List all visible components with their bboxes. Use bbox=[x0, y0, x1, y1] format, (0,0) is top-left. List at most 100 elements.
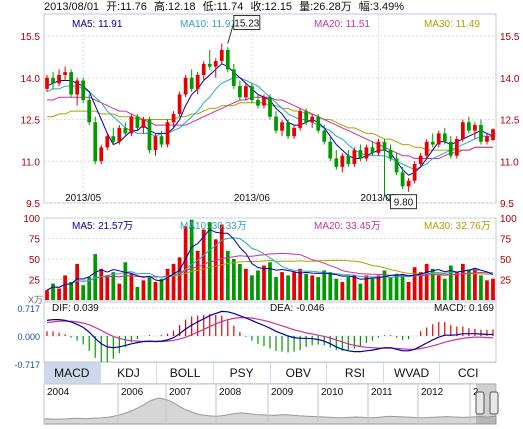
candle-body bbox=[93, 122, 98, 162]
candle-body bbox=[322, 130, 327, 142]
candle-body bbox=[491, 129, 495, 141]
candle-body bbox=[436, 133, 441, 145]
volume-bar bbox=[147, 277, 152, 300]
volume-legend-ma10: MA10: 30.33万 bbox=[180, 221, 247, 232]
candle-body bbox=[237, 86, 242, 98]
price-ytick-right: 15.5 bbox=[500, 32, 520, 43]
candle-body bbox=[274, 116, 278, 131]
volume-bar bbox=[491, 278, 495, 300]
candle-body bbox=[87, 100, 92, 123]
volume-bar bbox=[286, 275, 290, 300]
candle-body bbox=[310, 116, 315, 123]
candle-body bbox=[141, 119, 146, 128]
candle-body bbox=[171, 113, 176, 123]
volume-bar bbox=[123, 262, 128, 300]
volume-bar bbox=[189, 219, 194, 300]
tab-psy[interactable]: PSY bbox=[214, 363, 271, 383]
volume-bar bbox=[250, 275, 254, 300]
volume-bar bbox=[207, 222, 212, 300]
tab-rsi[interactable]: RSI bbox=[327, 363, 384, 383]
volume-bar bbox=[219, 224, 224, 300]
volume-bar bbox=[274, 277, 278, 300]
volume-bar bbox=[165, 268, 170, 300]
candle-body bbox=[165, 122, 170, 145]
volume-bar bbox=[454, 272, 459, 300]
volume-bar bbox=[442, 278, 447, 300]
price-xtick: 2013/06 bbox=[234, 193, 271, 204]
candle-body bbox=[298, 111, 303, 128]
volume-legend-ma30: MA30: 32.76万 bbox=[424, 221, 491, 232]
volume-ytick-left: 100 bbox=[23, 214, 40, 225]
tab-cci[interactable]: CCI bbox=[457, 366, 479, 380]
candle-body bbox=[129, 116, 134, 134]
volume-bar bbox=[63, 275, 67, 300]
candle-body bbox=[286, 122, 290, 137]
volume-bar bbox=[479, 275, 483, 300]
tab-kdj[interactable]: KDJ bbox=[101, 363, 158, 383]
volume-bar bbox=[448, 265, 453, 300]
price-ytick-right: 11.0 bbox=[500, 157, 519, 168]
candle-body bbox=[370, 147, 375, 153]
volume-ytick-left: 50 bbox=[29, 255, 41, 266]
candle-body bbox=[394, 158, 399, 173]
candle-body bbox=[105, 136, 110, 148]
candle-body bbox=[442, 133, 447, 142]
volume-bar bbox=[394, 273, 399, 300]
volume-bar bbox=[69, 281, 73, 300]
annotation-label: 15.23 bbox=[234, 19, 259, 30]
volume-bar bbox=[304, 273, 309, 300]
tab-obv[interactable]: OBV bbox=[271, 363, 328, 383]
macd-dea-line bbox=[46, 317, 494, 350]
price-ytick-right: 9.5 bbox=[500, 199, 514, 210]
volume-bar bbox=[105, 275, 110, 300]
overview-area bbox=[43, 397, 497, 425]
candle-body bbox=[418, 155, 423, 165]
volume-bar bbox=[171, 263, 176, 300]
price-ytick-right: 14.0 bbox=[500, 74, 520, 85]
candle-body bbox=[117, 127, 122, 142]
candle-body bbox=[358, 150, 363, 159]
candle-body bbox=[225, 49, 230, 70]
tab-macd[interactable]: MACD bbox=[44, 363, 101, 383]
tab-boll[interactable]: BOLL bbox=[157, 363, 214, 383]
candle-body bbox=[334, 158, 339, 167]
volume-ma5-line bbox=[46, 228, 494, 291]
candle-body bbox=[231, 69, 236, 87]
candle-body bbox=[340, 155, 345, 167]
volume-bar bbox=[418, 272, 423, 300]
price-ytick-left: 12.5 bbox=[21, 116, 41, 127]
price-legend-ma30: MA30: 11.49 bbox=[424, 19, 480, 30]
candle-body bbox=[201, 63, 206, 75]
volume-bar bbox=[467, 270, 471, 300]
quote-close: 收:12.15 bbox=[250, 1, 293, 13]
candle-body bbox=[485, 136, 489, 142]
quote-volume: 量:26.28万 bbox=[299, 1, 352, 13]
price-ytick-left: 14.0 bbox=[21, 74, 41, 85]
volume-bar bbox=[334, 278, 339, 300]
macd-ytick-left: 0.717 bbox=[17, 304, 40, 314]
volume-bar bbox=[280, 272, 284, 300]
volume-bar bbox=[460, 263, 465, 300]
candle-body bbox=[473, 125, 477, 131]
candle-body bbox=[262, 97, 266, 106]
volume-bar bbox=[358, 283, 363, 300]
volume-bar bbox=[159, 278, 164, 300]
macd-ytick-left: 0.000 bbox=[17, 332, 40, 342]
volume-bar bbox=[99, 268, 104, 300]
candle-body bbox=[219, 49, 224, 62]
volume-bar bbox=[177, 257, 182, 300]
volume-bar bbox=[111, 272, 116, 300]
volume-bar bbox=[400, 275, 405, 300]
tab-wvad[interactable]: WVAD bbox=[384, 363, 441, 383]
price-xtick: 2013/07 bbox=[360, 193, 397, 204]
candle-body bbox=[183, 77, 188, 95]
volume-bar bbox=[183, 226, 188, 300]
overview-left-handle[interactable] bbox=[475, 391, 485, 415]
overview-right-handle[interactable] bbox=[489, 391, 499, 415]
price-ytick-right: 12.5 bbox=[500, 116, 520, 127]
quote-high: 高:12.18 bbox=[153, 1, 196, 13]
candle-body bbox=[328, 141, 333, 159]
quote-header: 2013/08/01 开:11.76 高:12.18 低:11.74 收:12.… bbox=[44, 0, 408, 14]
